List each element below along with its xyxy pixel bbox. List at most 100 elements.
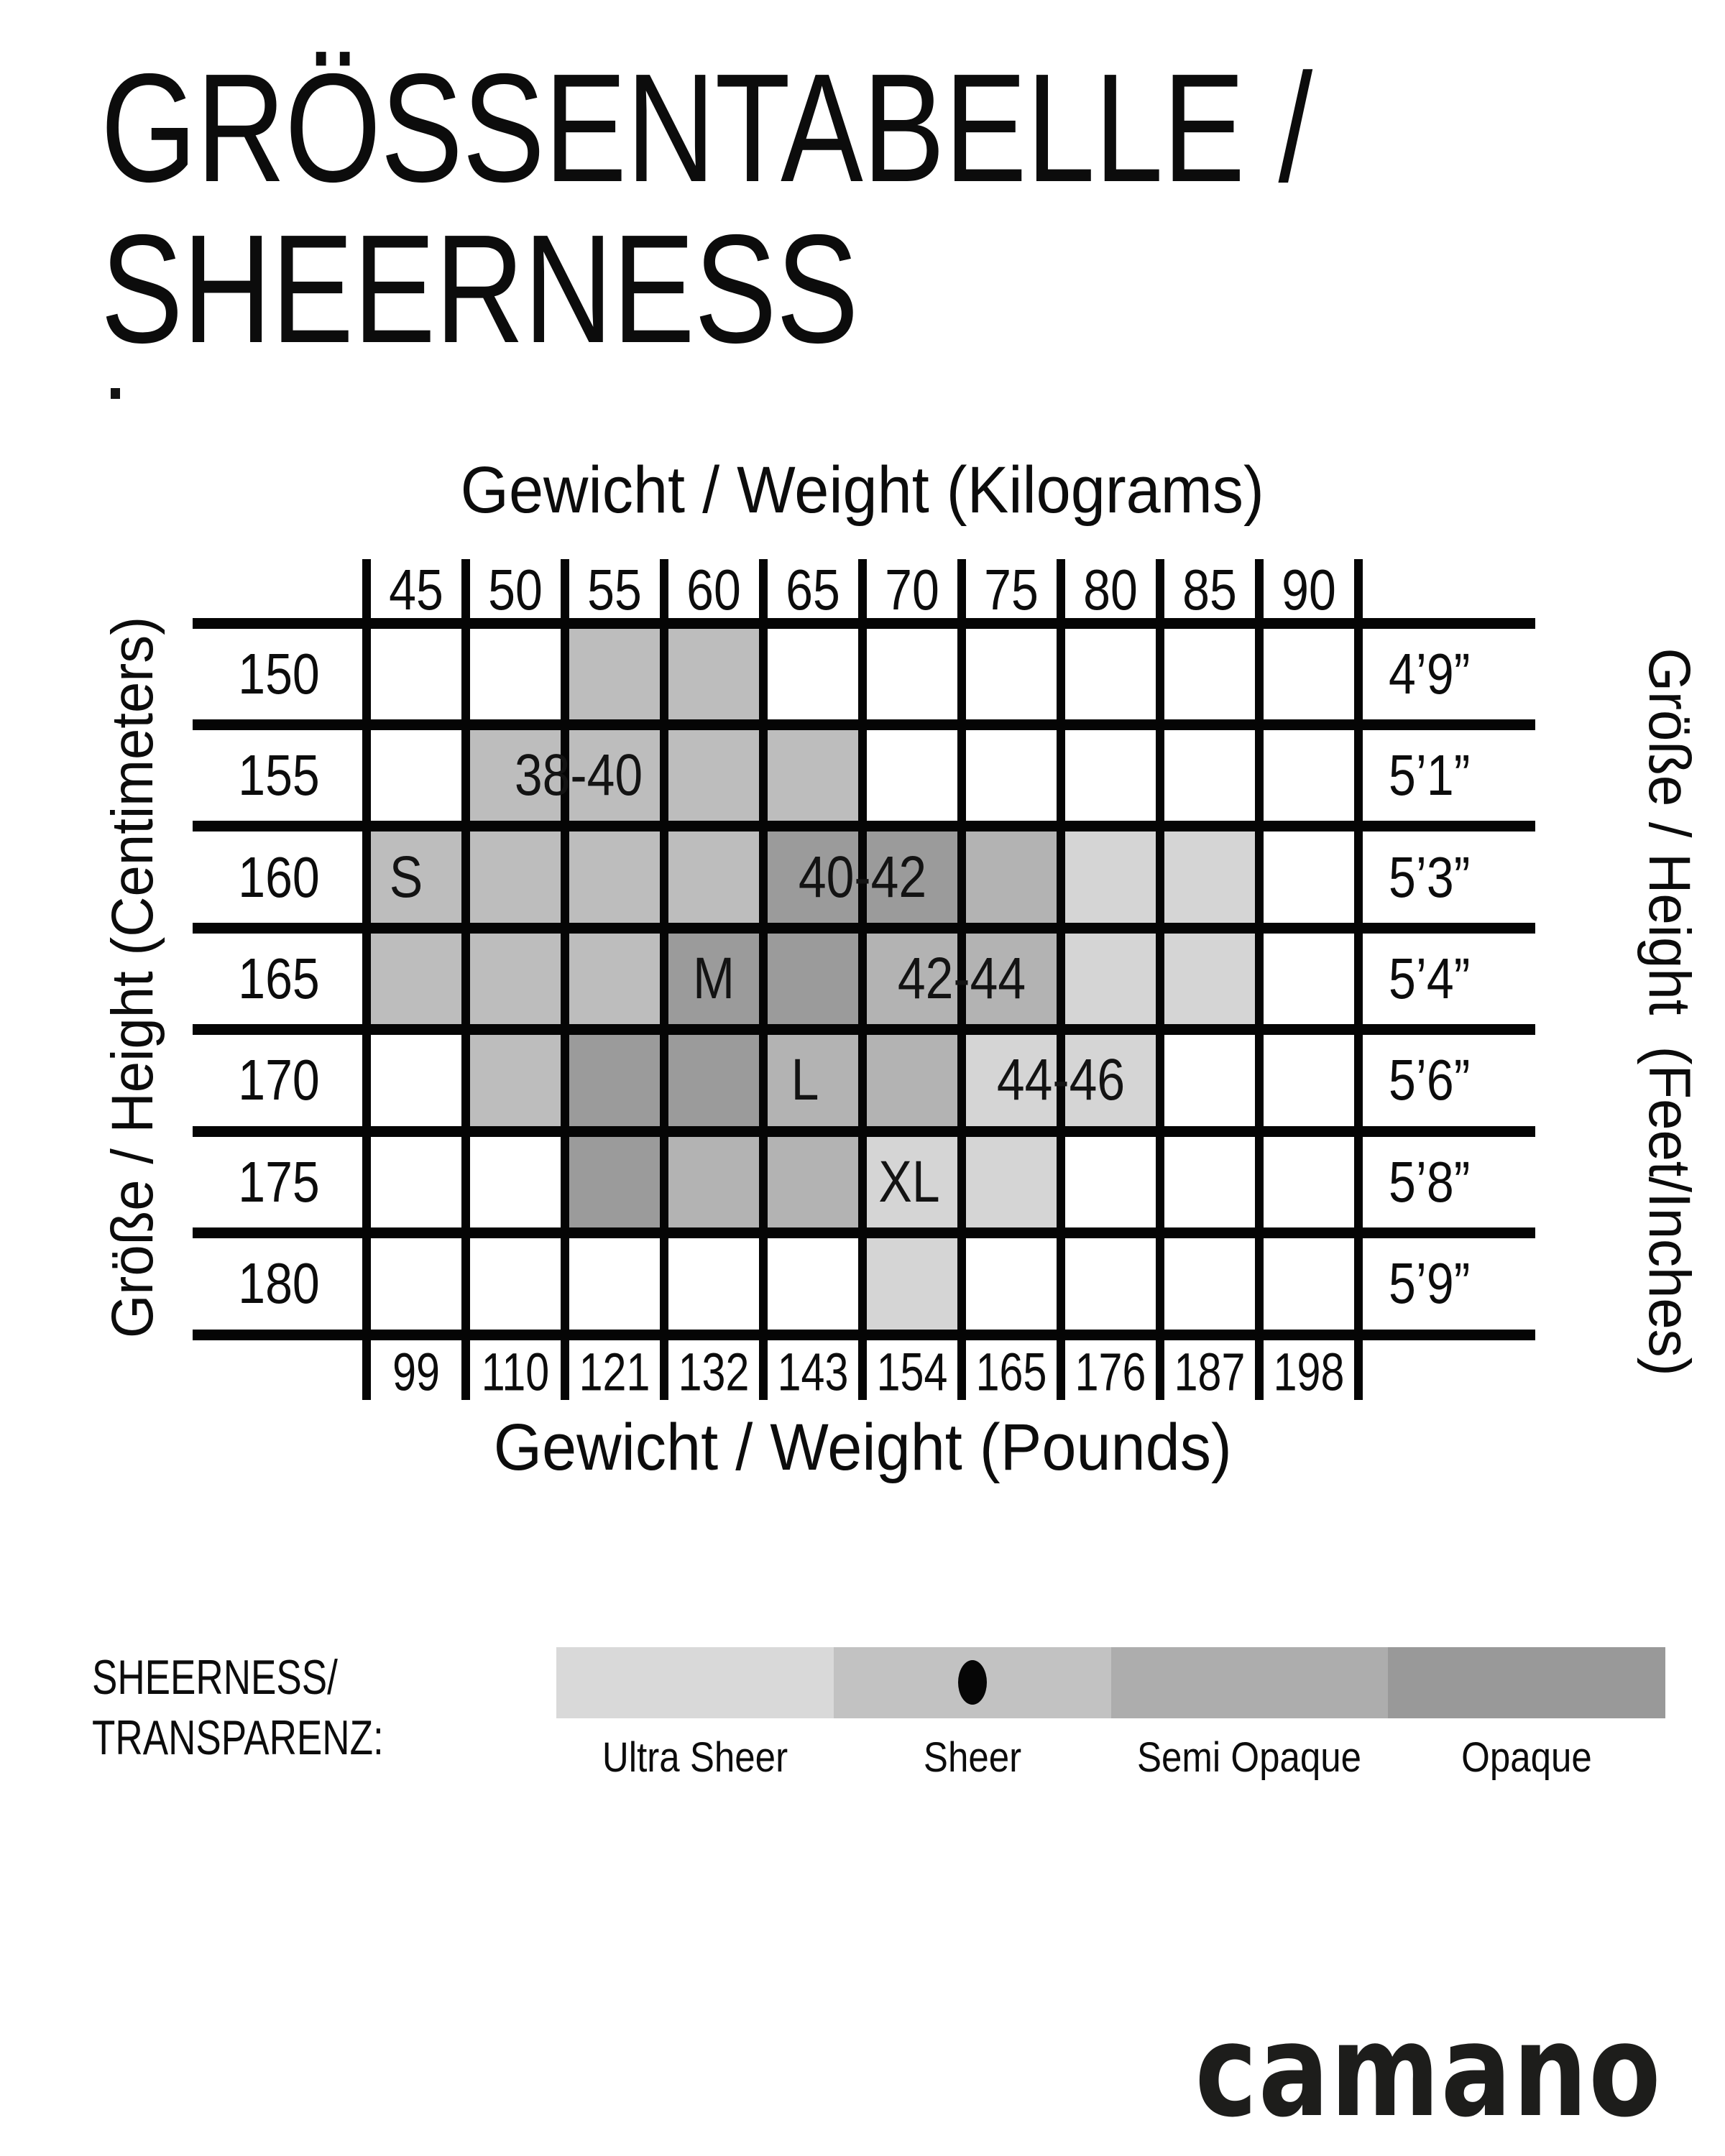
legend-title-line2: TRANSPARENZ: bbox=[92, 1710, 384, 1765]
grid-cell-S bbox=[565, 826, 664, 929]
grid-line-v bbox=[858, 559, 867, 1400]
kg-tick-label: 85 bbox=[1182, 558, 1237, 622]
cm-tick-label: 155 bbox=[238, 743, 320, 808]
cm-tick-label: 180 bbox=[238, 1251, 320, 1316]
legend-title: SHEERNESS/ TRANSPARENZ: bbox=[92, 1647, 384, 1768]
grid-cell-L bbox=[763, 1131, 862, 1233]
grid-cell-XL bbox=[1160, 826, 1259, 929]
legend-item-label: Ultra Sheer bbox=[602, 1734, 788, 1781]
grid-cell-M bbox=[763, 928, 862, 1030]
brand-logo: camano bbox=[1195, 1996, 1662, 2145]
size-range-label-XL: 44-46 bbox=[996, 1047, 1126, 1113]
legend-swatch-3 bbox=[1388, 1647, 1665, 1718]
legend-swatch-0 bbox=[556, 1647, 834, 1718]
cm-tick-label: 170 bbox=[238, 1048, 320, 1112]
grid-cell-S bbox=[565, 928, 664, 1030]
lb-tick-label: 154 bbox=[876, 1342, 948, 1402]
lb-tick-label: 187 bbox=[1174, 1342, 1246, 1402]
grid-cell-S bbox=[664, 623, 763, 725]
grid-cell-S bbox=[466, 724, 565, 826]
grid-line-v bbox=[461, 559, 470, 1400]
ftin-tick-label: 5’9” bbox=[1389, 1251, 1471, 1316]
kg-tick-label: 75 bbox=[984, 558, 1039, 622]
grid-cell-S bbox=[367, 928, 466, 1030]
legend-swatch-2 bbox=[1110, 1647, 1389, 1718]
grid-cell-XL bbox=[862, 1233, 962, 1335]
grid-cell-XL bbox=[862, 1131, 962, 1233]
size-range-label-M: 40-42 bbox=[798, 844, 927, 910]
page-title-line2: SHEERNESS bbox=[101, 202, 859, 375]
grid-cell-L bbox=[862, 1029, 962, 1132]
grid-cell-S bbox=[466, 1029, 565, 1132]
axis-title-right: Größe / Height (Feet/Inches) bbox=[1637, 648, 1702, 1376]
grid-cell-S bbox=[664, 724, 763, 826]
lb-tick-label: 132 bbox=[678, 1342, 750, 1402]
lb-tick-label: 165 bbox=[975, 1342, 1047, 1402]
ftin-tick-label: 5’6” bbox=[1389, 1048, 1471, 1112]
lb-tick-label: 143 bbox=[777, 1342, 849, 1402]
kg-tick-label: 90 bbox=[1282, 558, 1336, 622]
kg-tick-label: 70 bbox=[885, 558, 939, 622]
lb-tick-label: 110 bbox=[481, 1342, 550, 1402]
grid-cell-L bbox=[664, 1131, 763, 1233]
lb-tick-label: 176 bbox=[1075, 1342, 1146, 1402]
legend-title-line1: SHEERNESS/ bbox=[92, 1650, 338, 1705]
kg-tick-label: 60 bbox=[686, 558, 741, 622]
cm-tick-label: 165 bbox=[238, 946, 320, 1010]
grid-cell-S bbox=[664, 826, 763, 929]
size-range-label-L: 42-44 bbox=[897, 946, 1026, 1011]
grid-cell-XL bbox=[1160, 928, 1259, 1030]
axis-title-bottom: Gewicht / Weight (Pounds) bbox=[493, 1411, 1232, 1484]
grid-line-v bbox=[1354, 559, 1363, 1400]
grid-line-v bbox=[1255, 559, 1264, 1400]
ftin-tick-label: 5’4” bbox=[1389, 946, 1471, 1010]
axis-title-top: Gewicht / Weight (Kilograms) bbox=[460, 453, 1265, 527]
ftin-tick-label: 5’1” bbox=[1389, 743, 1471, 808]
grid-cell-L bbox=[962, 928, 1061, 1030]
grid-line-v bbox=[561, 559, 569, 1400]
grid-cell-M bbox=[565, 1029, 664, 1132]
grid-line-v bbox=[660, 559, 668, 1400]
lb-tick-label: 198 bbox=[1273, 1342, 1345, 1402]
legend-item-label: Sheer bbox=[923, 1734, 1021, 1781]
size-letter-label-XL: XL bbox=[878, 1148, 940, 1215]
grid-line-v bbox=[957, 559, 966, 1400]
grid-cell-S bbox=[466, 826, 565, 929]
kg-tick-label: 55 bbox=[587, 558, 642, 622]
grid-line-v bbox=[1156, 559, 1164, 1400]
legend-item-label: Semi Opaque bbox=[1137, 1734, 1362, 1781]
size-letter-label-S: S bbox=[389, 844, 423, 910]
grid-line-v bbox=[759, 559, 768, 1400]
axis-title-left: Größe / Height (Centimeters) bbox=[100, 616, 165, 1339]
title-dot bbox=[111, 388, 120, 399]
grid-cell-S bbox=[565, 623, 664, 725]
ftin-tick-label: 4’9” bbox=[1389, 641, 1471, 706]
grid-cell-XL bbox=[1061, 1029, 1160, 1132]
page-title: GRÖSSENTABELLE / SHEERNESS bbox=[101, 47, 1312, 369]
grid-cell-S bbox=[565, 724, 664, 826]
cm-tick-label: 175 bbox=[238, 1149, 320, 1214]
grid-cell-M bbox=[664, 1029, 763, 1132]
grid-cell-M bbox=[664, 928, 763, 1030]
grid-cell-M bbox=[565, 1131, 664, 1233]
kg-tick-label: 45 bbox=[389, 558, 443, 622]
legend-selected-dot bbox=[957, 1660, 987, 1705]
grid-cell-S bbox=[367, 826, 466, 929]
grid-cell-L bbox=[962, 826, 1061, 929]
lb-tick-label: 121 bbox=[579, 1342, 650, 1402]
grid-cell-M bbox=[862, 826, 962, 929]
size-letter-label-L: L bbox=[791, 1047, 819, 1113]
grid-cell-L bbox=[862, 928, 962, 1030]
grid-cell-XL bbox=[962, 1131, 1061, 1233]
grid-cell-S bbox=[466, 928, 565, 1030]
grid-cell-M bbox=[763, 826, 862, 929]
ftin-tick-label: 5’8” bbox=[1389, 1149, 1471, 1214]
cm-tick-label: 150 bbox=[238, 641, 320, 706]
ftin-tick-label: 5’3” bbox=[1389, 844, 1471, 909]
grid-cell-L bbox=[763, 1029, 862, 1132]
kg-tick-label: 80 bbox=[1083, 558, 1138, 622]
grid-cell-S bbox=[763, 724, 862, 826]
page-title-line1: GRÖSSENTABELLE / bbox=[101, 41, 1312, 214]
grid-cell-XL bbox=[1061, 928, 1160, 1030]
